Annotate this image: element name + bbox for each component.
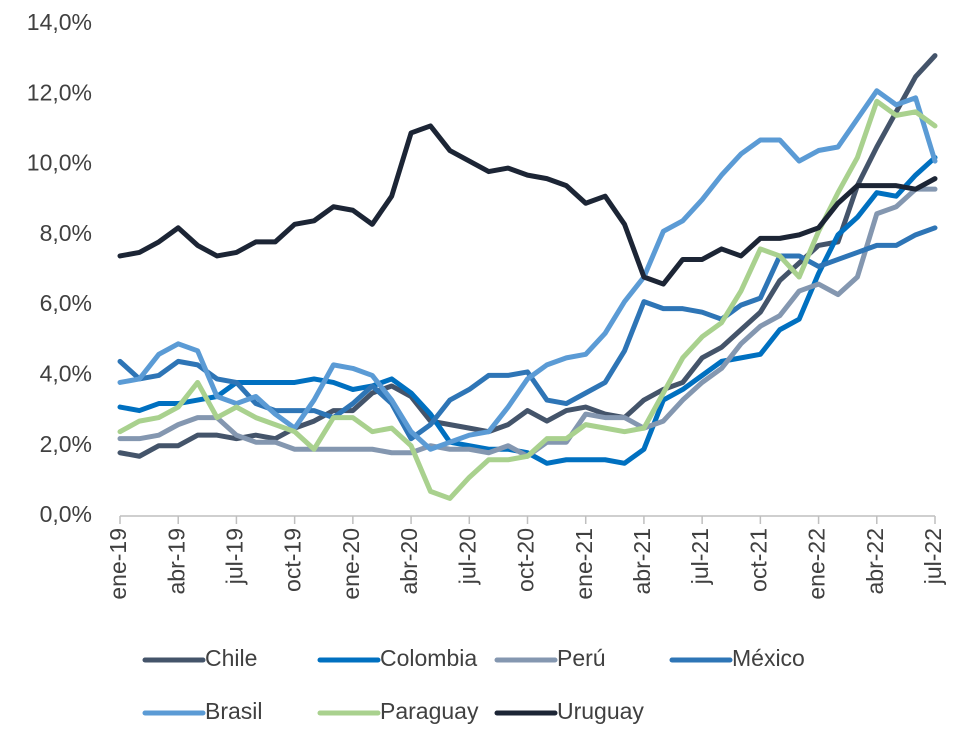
series-line [117,123,938,287]
series-line [117,225,938,442]
x-tick-label: abr-22 [862,528,888,594]
legend-label: México [732,645,805,671]
legend-label: Chile [205,645,257,671]
x-tick-label: jul-22 [920,528,946,585]
y-tick-label: 12,0% [27,79,92,105]
series-line [117,155,938,466]
y-tick-label: 6,0% [40,290,92,316]
x-tick-label: ene-21 [571,528,597,600]
x-tick-label: ene-19 [105,528,131,600]
y-tick-label: 2,0% [40,431,92,457]
y-tick-label: 8,0% [40,220,92,246]
x-tick-label: oct-20 [513,528,539,592]
x-tick-label: ene-22 [804,528,830,600]
x-tick-label: ene-20 [338,528,364,600]
x-tick-label: abr-21 [629,528,655,594]
x-tick-label: abr-20 [396,528,422,594]
x-tick-label: oct-19 [280,528,306,592]
legend-label: Uruguay [557,698,644,724]
x-tick-label: oct-21 [745,528,771,592]
legend-label: Paraguay [380,698,479,724]
y-tick-label: 14,0% [27,9,92,35]
y-tick-label: 4,0% [40,361,92,387]
legend-label: Colombia [380,645,477,671]
x-tick-label: jul-19 [222,528,248,585]
series-line [117,88,938,452]
x-tick-label: jul-21 [687,528,713,585]
legend-label: Perú [557,645,606,671]
y-tick-label: 0,0% [40,501,92,527]
series-line [117,53,938,459]
series-line [117,98,938,501]
legend-label: Brasil [205,698,263,724]
y-tick-label: 10,0% [27,150,92,176]
x-tick-label: jul-20 [454,528,480,585]
x-tick-label: abr-19 [163,528,189,594]
